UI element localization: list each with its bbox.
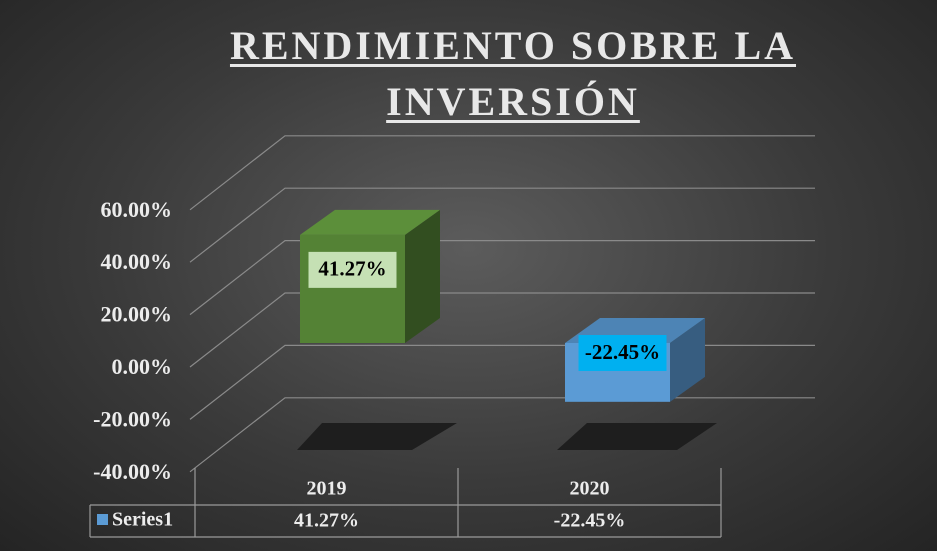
grid-line <box>189 397 815 473</box>
grid-line <box>189 344 815 420</box>
table-value: -22.45% <box>554 510 626 532</box>
bar-top <box>300 209 440 235</box>
y-tick-label: -20.00% <box>93 406 172 431</box>
legend-label: Series1 <box>112 509 173 531</box>
data-label: -22.45% <box>585 340 660 364</box>
bar-side <box>405 209 440 343</box>
y-tick-label: 60.00% <box>101 197 173 222</box>
x-tick-label: 2019 <box>307 478 347 500</box>
grid-line <box>189 240 815 316</box>
shadow <box>297 423 457 450</box>
chart-title: RENDIMIENTO SOBRE LA INVERSIÓN <box>229 23 797 124</box>
grid-line <box>189 187 815 263</box>
y-tick-label: 0.00% <box>112 354 173 379</box>
data-label-box <box>578 335 667 371</box>
grid-line <box>189 292 815 368</box>
y-tick-label: -40.00% <box>93 459 172 484</box>
y-tick-label: 20.00% <box>101 302 173 327</box>
table-value: 41.27% <box>294 510 359 532</box>
legend-swatch <box>97 514 108 525</box>
bar <box>300 234 405 343</box>
data-label: 41.27% <box>318 257 386 281</box>
bar-side <box>670 318 705 402</box>
shadow <box>557 423 717 450</box>
y-tick-label: 40.00% <box>101 249 173 274</box>
grid-line <box>189 135 815 211</box>
data-label-box <box>308 251 397 288</box>
x-tick-label: 2020 <box>570 478 610 500</box>
